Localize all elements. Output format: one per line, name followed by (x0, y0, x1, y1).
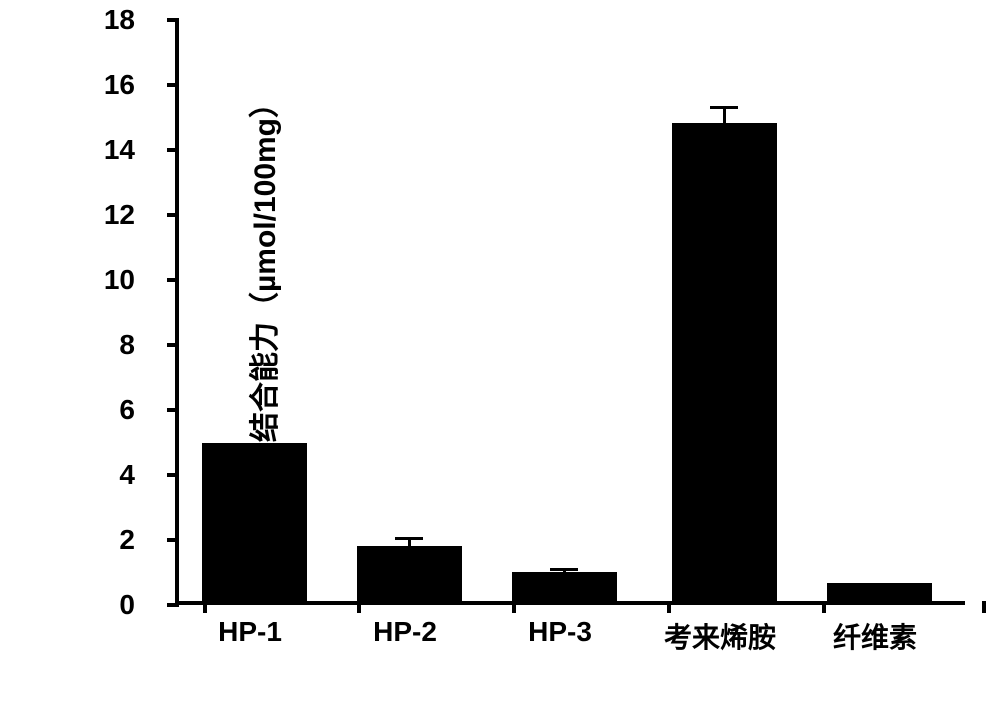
y-tick-label: 12 (80, 199, 135, 231)
y-tick-mark (167, 213, 179, 217)
x-tick-label: 纤维素 (833, 616, 917, 656)
bar (357, 546, 462, 601)
y-tick-mark (167, 473, 179, 477)
y-tick-label: 16 (80, 69, 135, 101)
plot-area (175, 20, 965, 605)
y-tick-mark (167, 408, 179, 412)
y-tick-mark (167, 603, 179, 607)
x-tick-mark (822, 601, 826, 613)
error-bar (408, 538, 411, 549)
x-tick-mark (357, 601, 361, 613)
bar (202, 443, 307, 601)
bar (827, 583, 932, 601)
error-cap (395, 537, 423, 540)
y-tick-mark (167, 538, 179, 542)
bar (672, 123, 777, 601)
bar (512, 572, 617, 601)
y-tick-mark (167, 278, 179, 282)
y-tick-label: 18 (80, 4, 135, 36)
y-tick-mark (167, 83, 179, 87)
y-tick-label: 10 (80, 264, 135, 296)
chart-container: 胆酸盐结合能力（µmol/100mg） 024681012141618HP-1H… (30, 10, 990, 690)
y-tick-mark (167, 148, 179, 152)
x-tick-label: 考来烯胺 (664, 616, 776, 656)
error-cap (710, 106, 738, 109)
x-tick-label: HP-2 (373, 616, 437, 648)
y-tick-label: 6 (80, 394, 135, 426)
error-cap (550, 568, 578, 571)
x-tick-label: HP-1 (218, 616, 282, 648)
x-tick-mark (512, 601, 516, 613)
y-tick-label: 2 (80, 524, 135, 556)
x-tick-mark (982, 601, 986, 613)
y-tick-label: 4 (80, 459, 135, 491)
y-tick-mark (167, 343, 179, 347)
y-tick-label: 8 (80, 329, 135, 361)
error-cap (240, 443, 268, 446)
x-tick-mark (203, 601, 207, 613)
x-tick-mark (667, 601, 671, 613)
y-tick-label: 14 (80, 134, 135, 166)
error-bar (723, 108, 726, 128)
y-tick-mark (167, 18, 179, 22)
x-tick-label: HP-3 (528, 616, 592, 648)
y-tick-label: 0 (80, 589, 135, 621)
